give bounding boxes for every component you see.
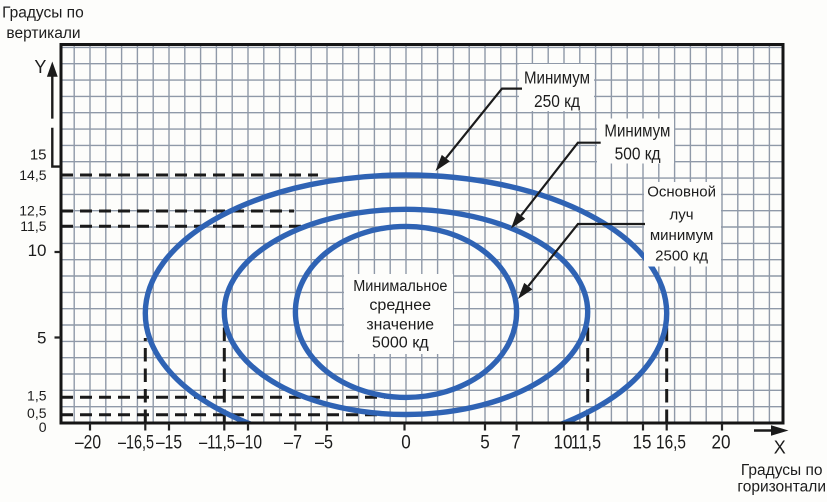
svg-text:250 кд: 250 кд [534,91,580,111]
svg-text:11,5: 11,5 [571,433,601,454]
svg-text:500 кд: 500 кд [615,144,661,164]
svg-text:5000 кд: 5000 кд [372,334,429,351]
svg-text:луч: луч [670,207,694,224]
svg-text:14,5: 14,5 [19,167,46,183]
svg-text:горизонтали: горизонтали [737,479,826,496]
svg-text:вертикали: вертикали [6,25,80,42]
svg-text:–10: –10 [236,433,262,454]
svg-text:5: 5 [37,329,46,348]
svg-text:Градусы по: Градусы по [741,462,823,479]
svg-text:5: 5 [480,433,490,454]
svg-text:Y: Y [34,57,46,77]
svg-text:–11,5: –11,5 [199,433,235,454]
svg-text:значение: значение [366,316,434,333]
svg-text:12,5: 12,5 [19,203,46,219]
svg-text:минимум: минимум [650,227,713,244]
svg-text:7: 7 [511,433,521,454]
svg-text:1,5: 1,5 [27,388,47,404]
svg-text:Минимальное: Минимальное [353,278,447,295]
svg-text:Минимум: Минимум [524,67,590,87]
svg-text:–20: –20 [75,433,101,454]
svg-text:–7: –7 [284,433,302,454]
svg-text:X: X [774,438,786,458]
svg-text:Основной: Основной [647,184,716,201]
svg-text:среднее: среднее [369,297,431,314]
svg-text:0: 0 [39,419,47,435]
svg-text:15: 15 [30,146,47,163]
svg-text:10: 10 [554,433,573,454]
svg-text:–16,5: –16,5 [118,433,154,454]
svg-text:–15: –15 [156,433,182,454]
svg-text:20: 20 [712,433,731,454]
svg-text:10: 10 [28,241,47,260]
svg-text:–5: –5 [315,433,333,454]
svg-text:Градусы по: Градусы по [2,5,84,22]
svg-text:0: 0 [401,433,411,454]
svg-text:2500 кд: 2500 кд [655,248,708,265]
svg-text:11,5: 11,5 [20,218,46,234]
svg-text:15: 15 [633,433,652,454]
svg-text:16,5: 16,5 [656,433,686,454]
svg-text:0,5: 0,5 [27,405,47,421]
svg-text:Минимум: Минимум [604,121,670,141]
